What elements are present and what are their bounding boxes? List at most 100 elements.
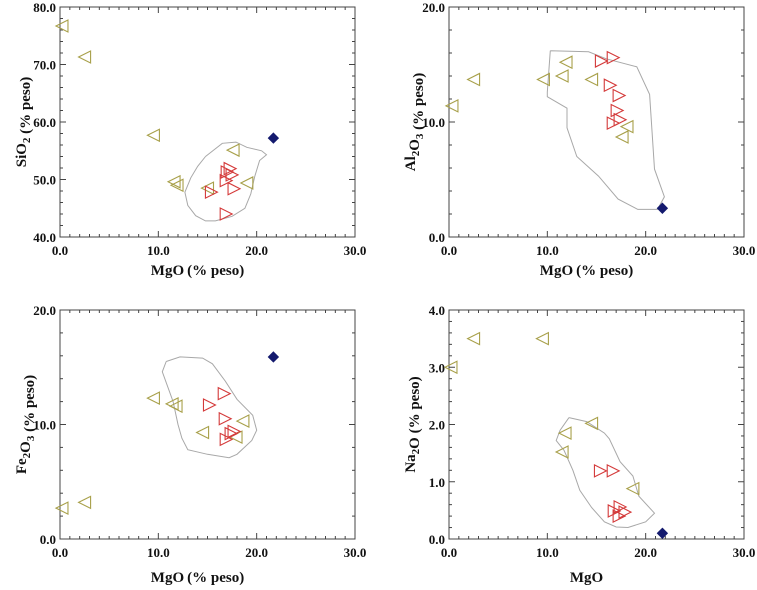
- y-axis-label: Al2O3 (% peso): [403, 73, 427, 172]
- y-tick-label: 4.0: [429, 303, 445, 318]
- data-point-left-triangle: [239, 176, 254, 190]
- field-outline: [546, 50, 665, 210]
- data-point-right-triangle: [612, 88, 627, 103]
- data-point-left-triangle: [169, 178, 184, 193]
- data-point-right-triangle: [217, 386, 232, 401]
- x-tick-label: 0.0: [52, 243, 68, 258]
- x-tick-label: 10.0: [147, 545, 170, 560]
- y-tick-label: 10.0: [422, 115, 445, 130]
- x-tick-label: 20.0: [634, 243, 657, 258]
- series-right-triangle: [594, 50, 628, 131]
- y-tick-label: 20.0: [422, 0, 445, 15]
- data-point-left-triangle: [77, 50, 92, 64]
- series-right-triangle: [202, 386, 242, 447]
- data-point-right-triangle: [219, 432, 234, 447]
- y-tick-label: 70.0: [33, 58, 56, 73]
- y-axis-label: SiO2 (% peso): [14, 77, 34, 168]
- field-outline: [184, 141, 268, 222]
- y-axis-label-text: Na: [403, 454, 419, 473]
- data-point-left-triangle: [536, 72, 550, 87]
- y-axis-label-subscript: 3: [25, 435, 37, 441]
- y-tick-label: 40.0: [33, 230, 56, 245]
- data-point-left-triangle: [235, 414, 250, 428]
- panel-na2o: 0.0 10.0 20.0 30.0 0.0 1.0 2.0 3.0 4.0 MgO Na2O (%…: [403, 303, 755, 586]
- x-tick-label: 0.0: [441, 243, 457, 258]
- data-point-diamond: [267, 132, 280, 144]
- y-axis-label-text: O: [407, 437, 423, 449]
- x-axis-label: MgO (% peso): [151, 570, 244, 586]
- x-tick-label: 10.0: [147, 243, 170, 258]
- data-point-left-triangle: [225, 143, 240, 158]
- x-axis-label: MgO (% peso): [540, 263, 633, 279]
- y-axis-label-text: Al: [403, 156, 419, 171]
- x-tick-label: 20.0: [245, 243, 268, 258]
- data-point-right-triangle: [202, 398, 217, 412]
- y-tick-label: 10.0: [33, 418, 56, 433]
- series-diamond: [656, 527, 669, 539]
- data-point-right-triangle: [613, 112, 628, 127]
- data-point-left-triangle: [466, 72, 481, 87]
- series-left-triangle: [54, 391, 250, 515]
- y-axis-label: Na2O (% peso): [403, 376, 423, 472]
- series-diamond: [267, 132, 280, 144]
- x-axis-label-unit: (% peso): [576, 263, 633, 279]
- x-axis-label-name: MgO: [540, 263, 573, 279]
- y-axis-label-subscript: 2: [21, 452, 33, 458]
- data-point-right-triangle: [218, 411, 233, 426]
- y-axis-label-text: SiO: [14, 143, 30, 167]
- plot-frame: [448, 6, 745, 238]
- data-point-left-triangle: [557, 426, 572, 440]
- field-outline: [161, 356, 258, 459]
- x-tick-label: 10.0: [536, 545, 559, 560]
- y-axis-label-text: O: [407, 139, 423, 151]
- data-point-right-triangle: [606, 116, 621, 131]
- x-axis-label-name: MgO: [151, 263, 184, 279]
- y-axis-label: Fe2O3 (% peso): [14, 375, 38, 474]
- x-axis-label-name: MgO: [570, 570, 603, 586]
- data-point-right-triangle: [227, 424, 242, 439]
- y-axis-label-subscript: 3: [414, 133, 426, 139]
- data-point-left-triangle: [54, 19, 69, 33]
- y-axis-label-text: (% peso): [407, 376, 423, 437]
- data-point-right-triangle: [225, 168, 240, 182]
- axis-ticks: [448, 309, 745, 540]
- data-point-left-triangle: [166, 174, 181, 189]
- series-right-triangle: [593, 463, 633, 523]
- data-point-right-triangle: [618, 505, 633, 519]
- x-tick-label: 30.0: [733, 545, 756, 560]
- data-point-left-triangle: [146, 391, 160, 406]
- data-point-right-triangle: [613, 500, 628, 514]
- y-axis-label-text: O: [18, 441, 34, 453]
- data-point-right-triangle: [593, 463, 608, 478]
- data-point-right-triangle: [612, 509, 627, 523]
- y-tick-label: 0.0: [429, 230, 445, 245]
- y-tick-label: 0.0: [429, 532, 445, 547]
- y-axis-label-text: Fe: [14, 458, 30, 474]
- series-right-triangle: [204, 161, 242, 221]
- data-point-left-triangle: [535, 331, 549, 346]
- x-axis-label-unit: (% peso): [187, 570, 244, 586]
- data-point-left-triangle: [625, 481, 640, 496]
- x-axis-label-unit: (% peso): [187, 263, 244, 279]
- data-point-left-triangle: [619, 119, 634, 134]
- y-axis-label-subscript: 2: [410, 150, 422, 156]
- y-axis-label-text: (% peso): [22, 375, 38, 436]
- x-tick-label: 30.0: [344, 243, 367, 258]
- x-tick-label: 20.0: [245, 545, 268, 560]
- x-tick-label: 30.0: [344, 545, 367, 560]
- x-axis-label: MgO (% peso): [151, 263, 244, 279]
- data-point-left-triangle: [168, 399, 183, 414]
- data-point-left-triangle: [554, 69, 569, 83]
- data-point-right-triangle: [606, 463, 621, 478]
- plot-frame: [59, 6, 356, 238]
- data-point-diamond: [267, 351, 280, 363]
- axis-ticks: [59, 6, 356, 238]
- plot-frame: [59, 309, 356, 540]
- data-point-left-triangle: [54, 501, 69, 515]
- x-tick-label: 20.0: [634, 545, 657, 560]
- y-tick-label: 3.0: [429, 360, 445, 375]
- x-tick-label: 0.0: [52, 545, 68, 560]
- data-point-left-triangle: [200, 181, 215, 196]
- x-axis-label: MgO: [570, 570, 603, 586]
